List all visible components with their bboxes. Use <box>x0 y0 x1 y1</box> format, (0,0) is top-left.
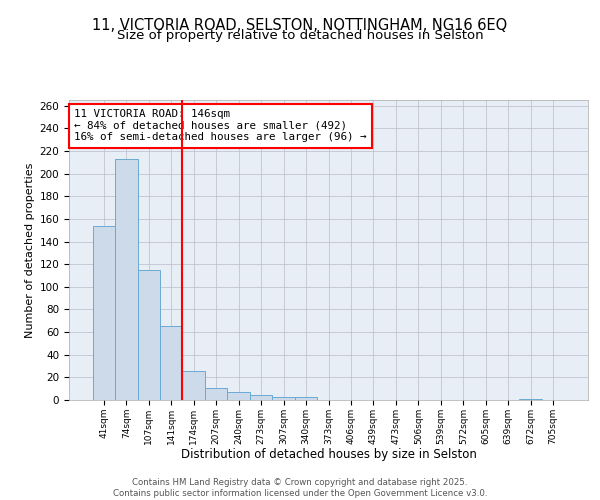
X-axis label: Distribution of detached houses by size in Selston: Distribution of detached houses by size … <box>181 448 476 461</box>
Text: Contains HM Land Registry data © Crown copyright and database right 2025.
Contai: Contains HM Land Registry data © Crown c… <box>113 478 487 498</box>
Text: Size of property relative to detached houses in Selston: Size of property relative to detached ho… <box>116 28 484 42</box>
Bar <box>272 396 295 400</box>
Bar <box>92 226 115 400</box>
Bar <box>520 399 542 400</box>
Bar <box>115 159 137 400</box>
Bar <box>137 270 160 400</box>
Bar <box>250 396 272 400</box>
Bar <box>160 326 182 400</box>
Bar <box>205 388 227 400</box>
Y-axis label: Number of detached properties: Number of detached properties <box>25 162 35 338</box>
Text: 11 VICTORIA ROAD: 146sqm
← 84% of detached houses are smaller (492)
16% of semi-: 11 VICTORIA ROAD: 146sqm ← 84% of detach… <box>74 109 367 142</box>
Text: 11, VICTORIA ROAD, SELSTON, NOTTINGHAM, NG16 6EQ: 11, VICTORIA ROAD, SELSTON, NOTTINGHAM, … <box>92 18 508 32</box>
Bar <box>182 370 205 400</box>
Bar <box>295 396 317 400</box>
Bar <box>227 392 250 400</box>
